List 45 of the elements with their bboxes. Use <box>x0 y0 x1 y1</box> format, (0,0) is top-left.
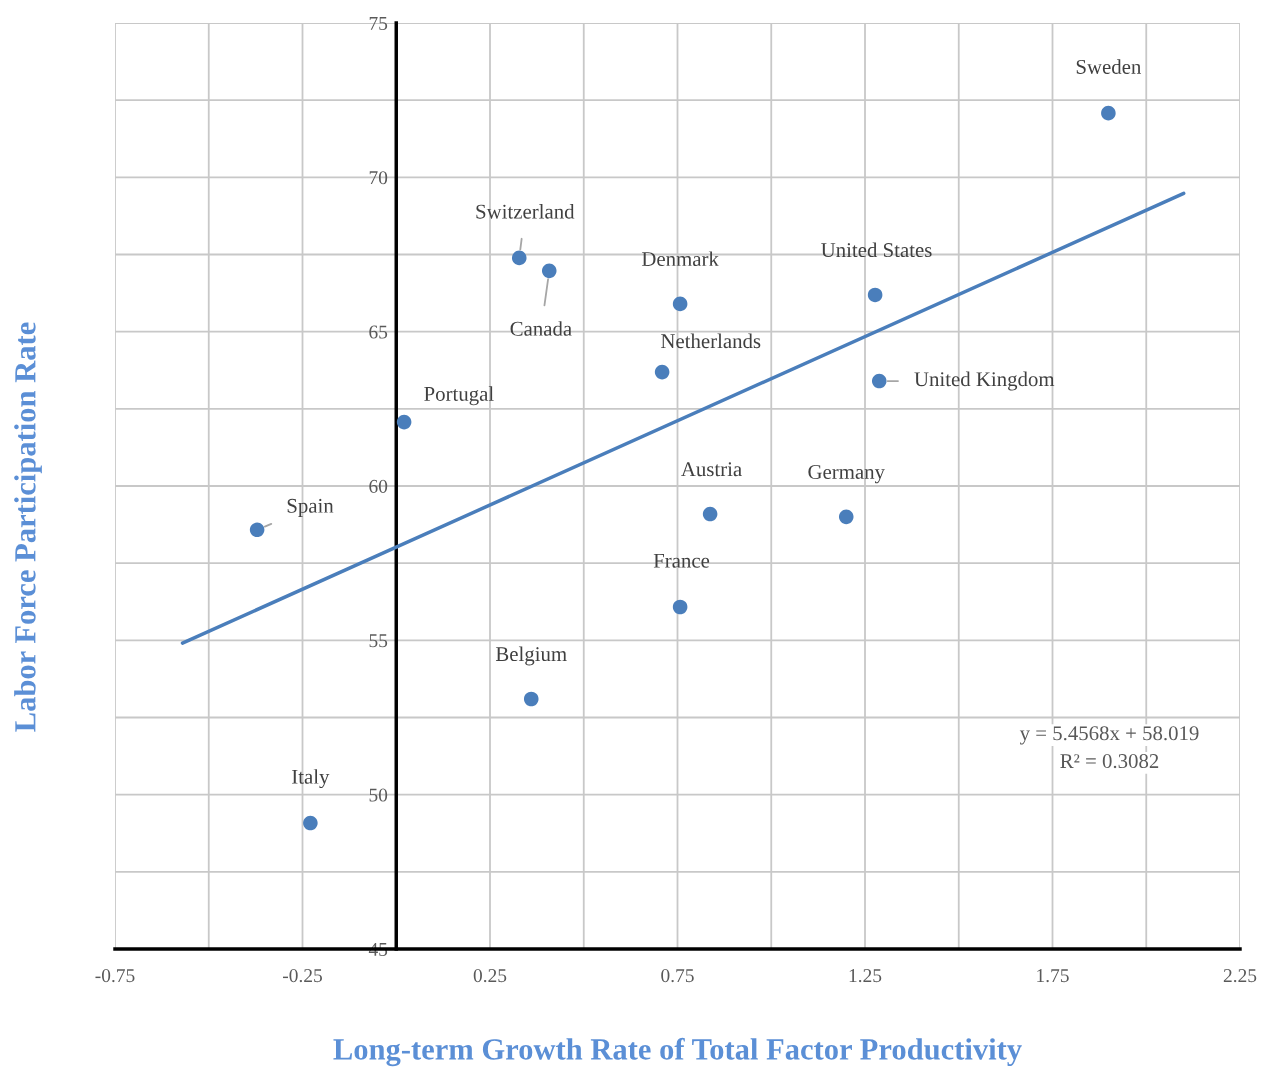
x-tick-label: 1.75 <box>1037 969 1069 983</box>
x-axis-title: Long-term Growth Rate of Total Factor Productivity <box>333 1037 1022 1067</box>
y-axis-title: Labor Force Participation Rate <box>14 322 42 732</box>
annotation: United States <box>821 242 932 258</box>
annotation: United Kingdom <box>914 371 1055 391</box>
y-tick-label: 70 <box>369 171 388 185</box>
point <box>523 691 539 707</box>
annotation: y = 5.4568x + 58.019 <box>1019 726 1199 745</box>
annotation: Portugal <box>424 386 494 406</box>
point <box>1101 105 1116 121</box>
point <box>541 263 557 279</box>
x-tick-label: 1.25 <box>849 969 882 983</box>
x-tick-label: -0.25 <box>282 969 322 983</box>
point <box>867 287 883 303</box>
annotation: Austria <box>681 462 742 477</box>
annotation: Germany <box>808 464 885 484</box>
annotation: Belgium <box>495 646 567 666</box>
point <box>511 250 527 266</box>
x-tick-label: -0.75 <box>95 969 135 983</box>
y-tick-label: 75 <box>369 17 388 30</box>
annotation: Italy <box>292 769 330 789</box>
point <box>654 364 670 380</box>
x-tick-label: 2.25 <box>1223 969 1257 983</box>
point <box>672 599 688 615</box>
annotation: R² = 0.3082 <box>1060 754 1159 769</box>
point <box>303 815 318 831</box>
y-tick-label: 50 <box>369 788 388 802</box>
x-tick-label: 0.75 <box>661 969 694 983</box>
x-tick-label: 0.25 <box>473 969 507 983</box>
point <box>249 522 265 538</box>
point <box>672 296 688 312</box>
y-tick-label: 65 <box>369 325 388 339</box>
annotation: Netherlands <box>661 333 761 349</box>
annotation: Canada <box>510 321 572 336</box>
annotation: Switzerland <box>476 204 575 219</box>
y-tick-label: 55 <box>369 634 388 648</box>
point <box>702 506 718 522</box>
point <box>871 373 887 389</box>
annotation: Sweden <box>1076 59 1142 74</box>
annotation: France <box>653 553 710 568</box>
point <box>396 414 412 430</box>
annotation: Denmark <box>641 251 719 267</box>
annotation: Spain <box>287 498 334 518</box>
y-tick-label: 60 <box>369 479 388 493</box>
point <box>838 509 854 525</box>
